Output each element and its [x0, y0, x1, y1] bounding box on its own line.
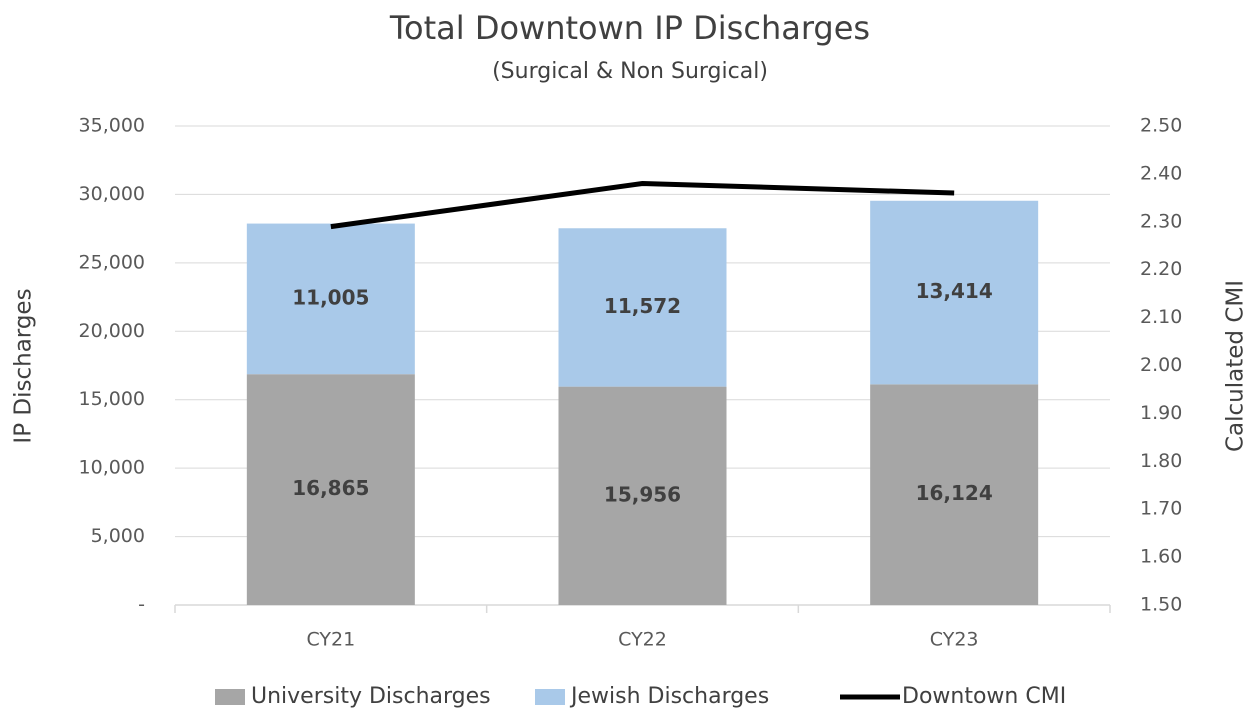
data-label: 15,956	[604, 482, 681, 506]
y-axis-title: IP Discharges	[11, 288, 37, 443]
y-tick-label: 10,000	[79, 457, 145, 479]
data-label: 16,865	[292, 476, 369, 500]
y2-tick-label: 2.30	[1140, 210, 1182, 232]
y2-tick-label: 2.00	[1140, 354, 1182, 376]
y2-tick-label: 1.50	[1140, 594, 1182, 616]
bar-segment	[246, 374, 415, 605]
y2-tick-label: 2.50	[1140, 115, 1182, 137]
bar-segment	[870, 200, 1039, 385]
y-tick-label: 35,000	[79, 115, 145, 137]
data-label: 11,572	[604, 294, 681, 318]
y2-tick-label: 2.10	[1140, 306, 1182, 328]
cmi-line	[330, 180, 955, 230]
legend-label: University Discharges	[251, 684, 491, 709]
bar-segment	[558, 386, 727, 605]
chart-title: Total Downtown IP Discharges	[389, 9, 870, 47]
x-tick-label: CY22	[618, 629, 667, 651]
data-label: 13,414	[916, 279, 993, 303]
y2-tick-label: 2.20	[1140, 258, 1182, 280]
y2-axis-title: Calculated CMI	[1223, 280, 1249, 452]
x-tick-label: CY23	[930, 629, 979, 651]
y-tick-label: 25,000	[79, 251, 145, 273]
y-tick-label: 5,000	[91, 525, 145, 547]
data-label: 11,005	[292, 285, 369, 309]
chart-subtitle: (Surgical & Non Surgical)	[492, 59, 768, 84]
x-tick-label: CY21	[306, 629, 355, 651]
legend-label: Jewish Discharges	[569, 684, 769, 709]
bar-segment	[558, 228, 727, 387]
bar-segment	[246, 223, 415, 375]
y-tick-label: 20,000	[79, 320, 145, 342]
bar-segment	[870, 384, 1039, 605]
y2-tick-label: 2.40	[1140, 162, 1182, 184]
legend-swatch	[215, 689, 245, 705]
y2-tick-label: 1.60	[1140, 546, 1182, 568]
y2-tick-label: 1.70	[1140, 498, 1182, 520]
y-tick-label: 30,000	[79, 183, 145, 205]
y2-tick-label: 1.90	[1140, 402, 1182, 424]
y2-tick-label: 1.80	[1140, 450, 1182, 472]
y-tick-label: 15,000	[79, 388, 145, 410]
data-label: 16,124	[916, 481, 993, 505]
legend-swatch	[535, 689, 565, 705]
legend-label: Downtown CMI	[902, 684, 1066, 709]
y-tick-label: -	[138, 594, 145, 616]
